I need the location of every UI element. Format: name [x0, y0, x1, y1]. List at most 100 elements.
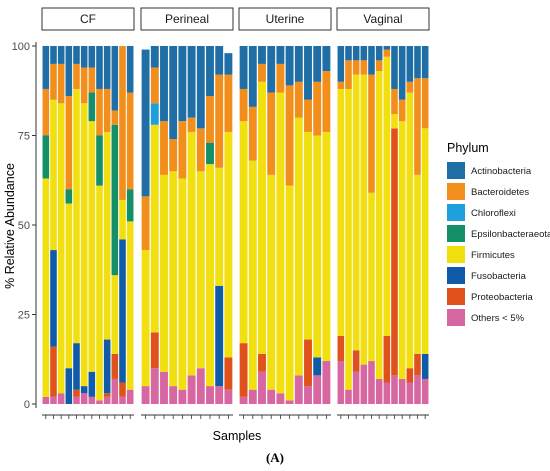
facet-strip [336, 7, 430, 31]
bar-segment [414, 375, 421, 404]
y-tick-label: 100 [12, 41, 30, 53]
bar-segment [196, 368, 205, 404]
bar-segment [150, 103, 159, 125]
bar-segment [65, 368, 73, 404]
bar-segment [80, 103, 88, 387]
bar-segment [398, 121, 406, 379]
bar-segment [313, 375, 322, 404]
bar-segment [119, 382, 126, 397]
bar-segment [178, 389, 187, 404]
bar-segment [57, 103, 65, 394]
bar-segment [285, 46, 294, 86]
stacked-bar [406, 46, 414, 404]
bar-segment [285, 185, 294, 401]
bar-segment [345, 60, 352, 89]
legend-item: Bacteroidetes [447, 183, 529, 200]
stacked-bar [73, 46, 80, 404]
bar-segment [421, 353, 429, 379]
stacked-bar [215, 46, 224, 404]
bar-segment [414, 78, 421, 175]
bar-segment [239, 46, 248, 89]
y-axis-title: % Relative Abundance [3, 163, 17, 289]
bar-segment [383, 56, 391, 336]
bar-segment [73, 389, 80, 397]
bar-segment [258, 46, 266, 64]
legend-swatch [447, 246, 465, 263]
y-axis: 0 25 50 75 100 [12, 41, 37, 411]
stacked-bar [368, 46, 375, 404]
bar-segment [414, 353, 421, 376]
bar-segment [80, 67, 88, 104]
bar-segment [96, 185, 103, 401]
bar-segment [206, 96, 214, 143]
bar-segment [337, 46, 345, 82]
bar-segment [73, 343, 80, 390]
bar-segment [96, 46, 103, 89]
bar-segment [65, 46, 73, 97]
stacked-bar [248, 46, 257, 404]
stacked-bar [391, 46, 398, 404]
facet-strip [140, 7, 234, 31]
bar-segment [96, 400, 103, 404]
bar-segment [391, 114, 398, 129]
bar-segment [73, 88, 80, 344]
bar-segment [103, 46, 111, 89]
bar-segment [248, 389, 257, 404]
bar-segment [196, 171, 205, 369]
bar-segment [65, 189, 73, 204]
bar-segment [187, 117, 196, 132]
bar-segment [50, 346, 57, 397]
bar-segment [421, 128, 429, 354]
bar-segment [88, 396, 96, 404]
bar-segment [391, 128, 398, 376]
legend-swatch [447, 225, 465, 242]
bar-segment [224, 357, 233, 390]
bar-segment [406, 81, 414, 93]
bar-segment [73, 46, 80, 64]
bar-segment [360, 364, 368, 404]
bar-segment [294, 81, 303, 118]
bar-segment [160, 174, 168, 372]
bar-segment [126, 221, 134, 390]
stacked-bar [50, 46, 57, 404]
legend-label: Chloroflexi [471, 208, 516, 219]
bar-segment [248, 160, 257, 390]
bar-segment [215, 74, 224, 168]
legend-label: Fusobacteria [471, 271, 527, 282]
bar-segment [103, 339, 111, 394]
bar-segment [352, 60, 360, 75]
bar-segment [50, 99, 57, 251]
bar-segment [398, 99, 406, 122]
bar-segment [111, 124, 119, 276]
stacked-bar [160, 46, 168, 404]
stacked-bar [276, 46, 285, 404]
bar-segment [88, 67, 96, 93]
bar-segment [73, 396, 80, 404]
stacked-bar [352, 46, 360, 404]
bar-segment [345, 46, 352, 61]
bar-segment [406, 46, 414, 82]
bar-segment [322, 71, 331, 132]
bar-segment [322, 131, 331, 362]
legend-label: Firmicutes [471, 250, 515, 261]
bar-segment [352, 350, 360, 372]
bar-segment [50, 46, 57, 64]
stacked-bar [150, 46, 159, 404]
bar-segment [206, 164, 214, 387]
facet-panel-perineal: Perineal [140, 7, 234, 419]
bar-segment [119, 199, 126, 240]
facet-strip-label: Vaginal [363, 12, 402, 26]
bar-segment [383, 382, 391, 404]
bar-segment [248, 106, 257, 161]
bar-segment [42, 46, 50, 89]
bar-segment [239, 88, 248, 122]
bar-segment [215, 46, 224, 75]
stacked-bar [294, 46, 303, 404]
legend-swatch [447, 288, 465, 305]
bar-segment [111, 46, 119, 111]
bar-segment [375, 46, 383, 61]
stacked-bar [337, 46, 345, 404]
bar-segment [294, 46, 303, 82]
bar-segment [352, 74, 360, 351]
bar-segment [103, 131, 111, 340]
